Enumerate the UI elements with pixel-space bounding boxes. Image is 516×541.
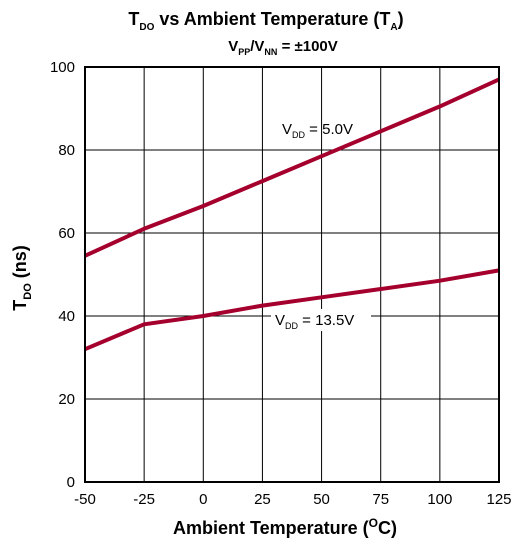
series-line-vdd-13-5v (84, 268, 500, 352)
series-label-vdd-13-5v: VDD = 13.5V (275, 312, 354, 331)
x-tick-label: 50 (313, 491, 330, 508)
y-tick-label: 60 (58, 225, 75, 242)
grid (85, 67, 499, 482)
y-tick-label: 40 (58, 308, 75, 325)
x-tick-label: -25 (133, 491, 155, 508)
x-tick-label: 0 (199, 491, 207, 508)
series-label-vdd-13-5v-group: VDD = 13.5V (271, 309, 371, 331)
chart-subtitle: VPP/VNN = ±100V (228, 38, 338, 57)
x-tick-label: 100 (427, 491, 452, 508)
y-tick-label: 0 (67, 474, 75, 491)
plot-frame (84, 66, 500, 483)
y-tick-label: 20 (58, 391, 75, 408)
chart-title: TDO vs Ambient Temperature (TA) (128, 9, 403, 33)
x-tick-label: 125 (486, 491, 511, 508)
series-label-vdd-5v: VDD = 5.0V (282, 121, 353, 140)
x-tick-label: 75 (372, 491, 389, 508)
y-axis-label: TDO (ns) (10, 245, 34, 311)
series-label-background (271, 309, 371, 331)
y-tick-label: 80 (58, 142, 75, 159)
series-layer (84, 77, 500, 352)
y-tick-labels: 0 20 40 60 80 100 (50, 59, 75, 491)
x-tick-label: -50 (74, 491, 96, 508)
x-tick-label: 25 (254, 491, 271, 508)
series-line-vdd-5v (84, 77, 500, 258)
y-tick-label: 100 (50, 59, 75, 76)
x-axis-label: Ambient Temperature (OC) (173, 516, 397, 538)
x-tick-labels: -50 -25 0 25 50 75 100 125 (74, 491, 511, 508)
